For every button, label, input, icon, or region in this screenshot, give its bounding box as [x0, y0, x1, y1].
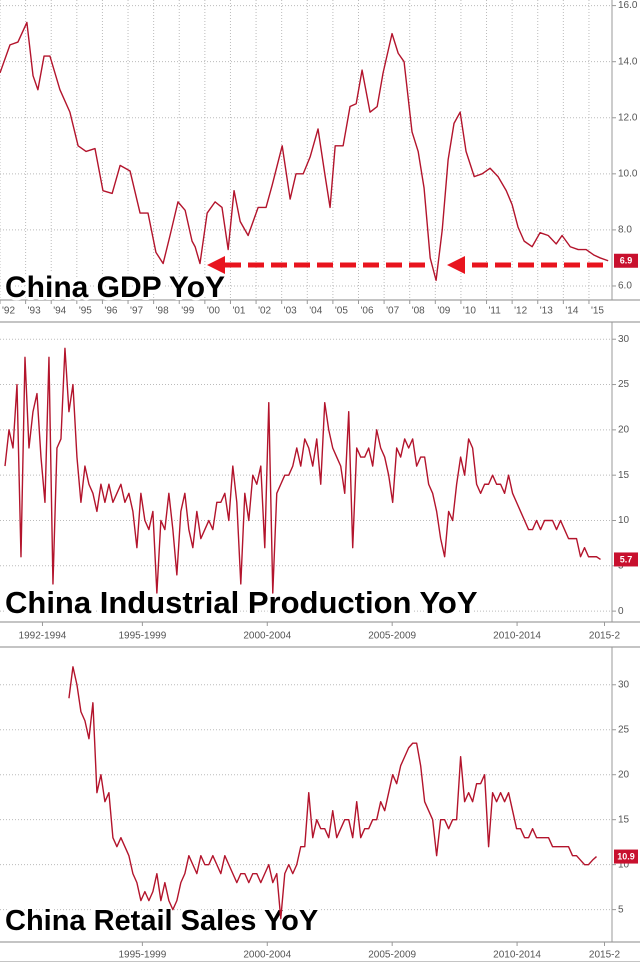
- arrow-head: [447, 256, 465, 274]
- y-tick-label: 25: [618, 379, 630, 390]
- x-tick-label: '02: [258, 306, 271, 317]
- last-value-label: 6.9: [620, 256, 633, 266]
- data-line: [4, 347, 601, 594]
- x-tick-label: '13: [540, 306, 553, 317]
- x-tick-label: '04: [309, 306, 322, 317]
- x-tick-label: '14: [565, 306, 578, 317]
- arrow-head: [207, 256, 225, 274]
- x-tick-label: 2005-2009: [368, 950, 416, 961]
- y-tick-label: 25: [618, 724, 630, 735]
- last-value-box: [614, 552, 638, 567]
- y-tick-label: 5: [618, 904, 624, 915]
- x-tick-label: 2010-2014: [493, 950, 541, 961]
- y-tick-label: 0: [618, 606, 624, 617]
- x-tick-label: '10: [463, 306, 476, 317]
- last-value-label: 10.9: [617, 851, 635, 861]
- annotation-arrows: [207, 256, 603, 274]
- x-tick-label: '98: [156, 306, 169, 317]
- x-tick-label: '92: [2, 306, 15, 317]
- x-tick-label: '00: [207, 306, 220, 317]
- x-tick-label: '05: [335, 306, 348, 317]
- data-line: [68, 666, 597, 920]
- x-tick-label: 1995-1999: [118, 950, 166, 961]
- x-tick-label: '03: [284, 306, 297, 317]
- y-tick-label: 14.0: [618, 56, 638, 67]
- y-tick-label: 30: [618, 679, 630, 690]
- x-tick-label: '08: [412, 306, 425, 317]
- x-tick-label: 2000-2004: [243, 950, 291, 961]
- y-tick-label: 10.0: [618, 168, 638, 179]
- x-tick-label: 1992-1994: [19, 631, 67, 642]
- y-tick-label: 15: [618, 470, 630, 481]
- last-value-label: 5.7: [620, 554, 633, 564]
- y-tick-label: 20: [618, 424, 630, 435]
- panel: 5 10 15 20 25 30 1995-1999 2000-2004 2005-2009 20…: [0, 647, 640, 962]
- chart-title: China Retail Sales YoY: [5, 905, 318, 937]
- x-tick-label: 2005-2009: [368, 631, 416, 642]
- y-tick-label: 12.0: [618, 112, 638, 123]
- y-tick-label: 10: [618, 859, 630, 870]
- x-tick-label: 1995-1999: [118, 631, 166, 642]
- x-tick-label: '95: [79, 306, 92, 317]
- y-tick-label: 10: [618, 515, 630, 526]
- x-tick-label: '11: [489, 306, 502, 317]
- x-tick-label: 2010-2014: [493, 631, 541, 642]
- x-tick-label: '09: [437, 306, 450, 317]
- x-tick-label: '06: [360, 306, 373, 317]
- panel: 6.0 8.0 10.0 12.0 14.0 16.0 '92 '93 '94 '95 '96 '97…: [0, 0, 640, 323]
- chart-title: China GDP YoY: [5, 271, 225, 304]
- x-tick-label: 2015-2: [589, 950, 621, 961]
- y-tick-label: 15: [618, 814, 630, 825]
- y-tick-label: 20: [618, 769, 630, 780]
- panel: 0510152025301992-19941995-19992000-20042…: [0, 322, 640, 648]
- data-line: [0, 21, 609, 282]
- last-value-box: [614, 253, 638, 268]
- y-tick-label: 8.0: [618, 225, 632, 236]
- last-value-box: [614, 849, 638, 864]
- x-tick-label: '96: [104, 306, 117, 317]
- chart-title: China Industrial Production YoY: [5, 585, 478, 620]
- x-tick-label: 2015-2: [589, 631, 621, 642]
- x-tick-label: '15: [591, 306, 604, 317]
- x-tick-label: '93: [28, 306, 41, 317]
- x-tick-label: '97: [130, 306, 143, 317]
- y-tick-label: 30: [618, 334, 630, 345]
- x-tick-label: '99: [181, 306, 194, 317]
- x-tick-label: 2000-2004: [243, 631, 291, 642]
- x-tick-label: '01: [232, 306, 245, 317]
- x-tick-label: '12: [514, 306, 527, 317]
- y-tick-label: 6.0: [618, 281, 632, 292]
- x-tick-label: '07: [386, 306, 399, 317]
- x-tick-label: '94: [53, 306, 66, 317]
- y-tick-label: 16.0: [618, 0, 638, 11]
